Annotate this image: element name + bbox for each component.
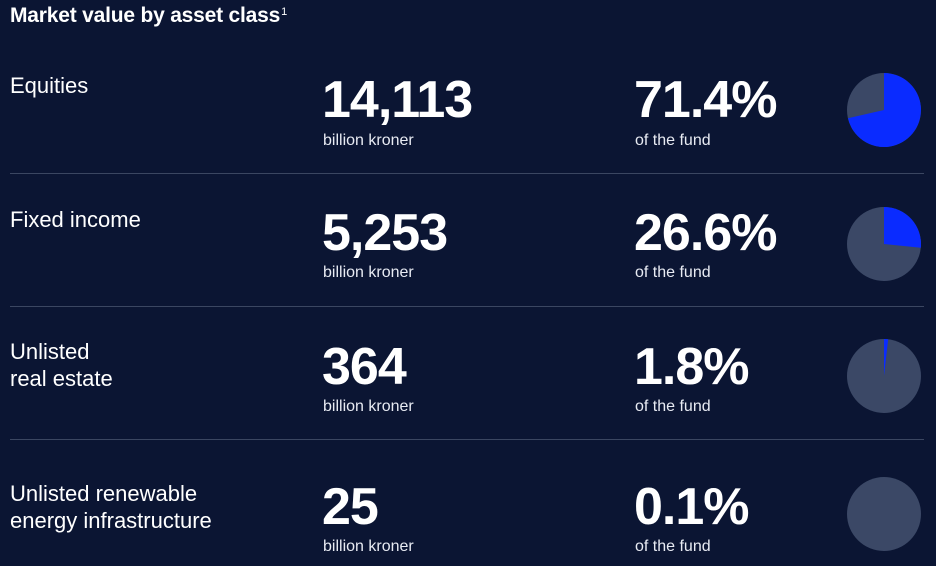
asset-percent: 1.8% (634, 338, 750, 396)
asset-label-line: Unlisted (10, 339, 90, 364)
asset-share-label: of the fund (635, 264, 711, 281)
asset-share-label: of the fund (635, 132, 711, 149)
asset-label-line: Unlisted renewable (10, 481, 198, 506)
share-pie-equities (847, 73, 921, 147)
asset-share-label: of the fund (635, 398, 711, 415)
asset-label-line: real estate (10, 366, 113, 391)
asset-unit: billion kroner (323, 398, 414, 415)
asset-label: Unlisted renewable energy infrastructure (10, 480, 300, 534)
chart-title: Market value by asset class1 (10, 4, 288, 27)
row-divider (10, 306, 924, 307)
share-pie-real-estate (847, 339, 921, 413)
asset-percent: 0.1% (634, 478, 750, 536)
share-pie-fixed-income (847, 207, 921, 281)
asset-value: 5,253 (322, 204, 448, 262)
asset-label: Fixed income (10, 207, 141, 232)
pie-slice-share (847, 73, 921, 147)
asset-value: 25 (322, 478, 379, 536)
asset-label-line: energy infrastructure (10, 508, 212, 533)
row-divider (10, 173, 924, 174)
footnote-marker: 1 (281, 6, 288, 18)
asset-percent: 26.6% (634, 204, 777, 262)
asset-share-label: of the fund (635, 538, 711, 555)
asset-unit: billion kroner (323, 132, 414, 149)
asset-value: 14,113 (322, 71, 473, 129)
pie-slice-share (884, 339, 889, 376)
row-divider (10, 439, 924, 440)
asset-unit: billion kroner (323, 264, 414, 281)
asset-unit: billion kroner (323, 538, 414, 555)
asset-label: Equities (10, 73, 89, 98)
asset-value: 364 (322, 338, 407, 396)
pie-slice-share (884, 207, 921, 248)
pie-slice-rest (847, 477, 921, 551)
asset-percent: 71.4% (634, 71, 777, 129)
share-pie-renewable (847, 477, 921, 551)
asset-label: Unlisted real estate (10, 338, 300, 392)
